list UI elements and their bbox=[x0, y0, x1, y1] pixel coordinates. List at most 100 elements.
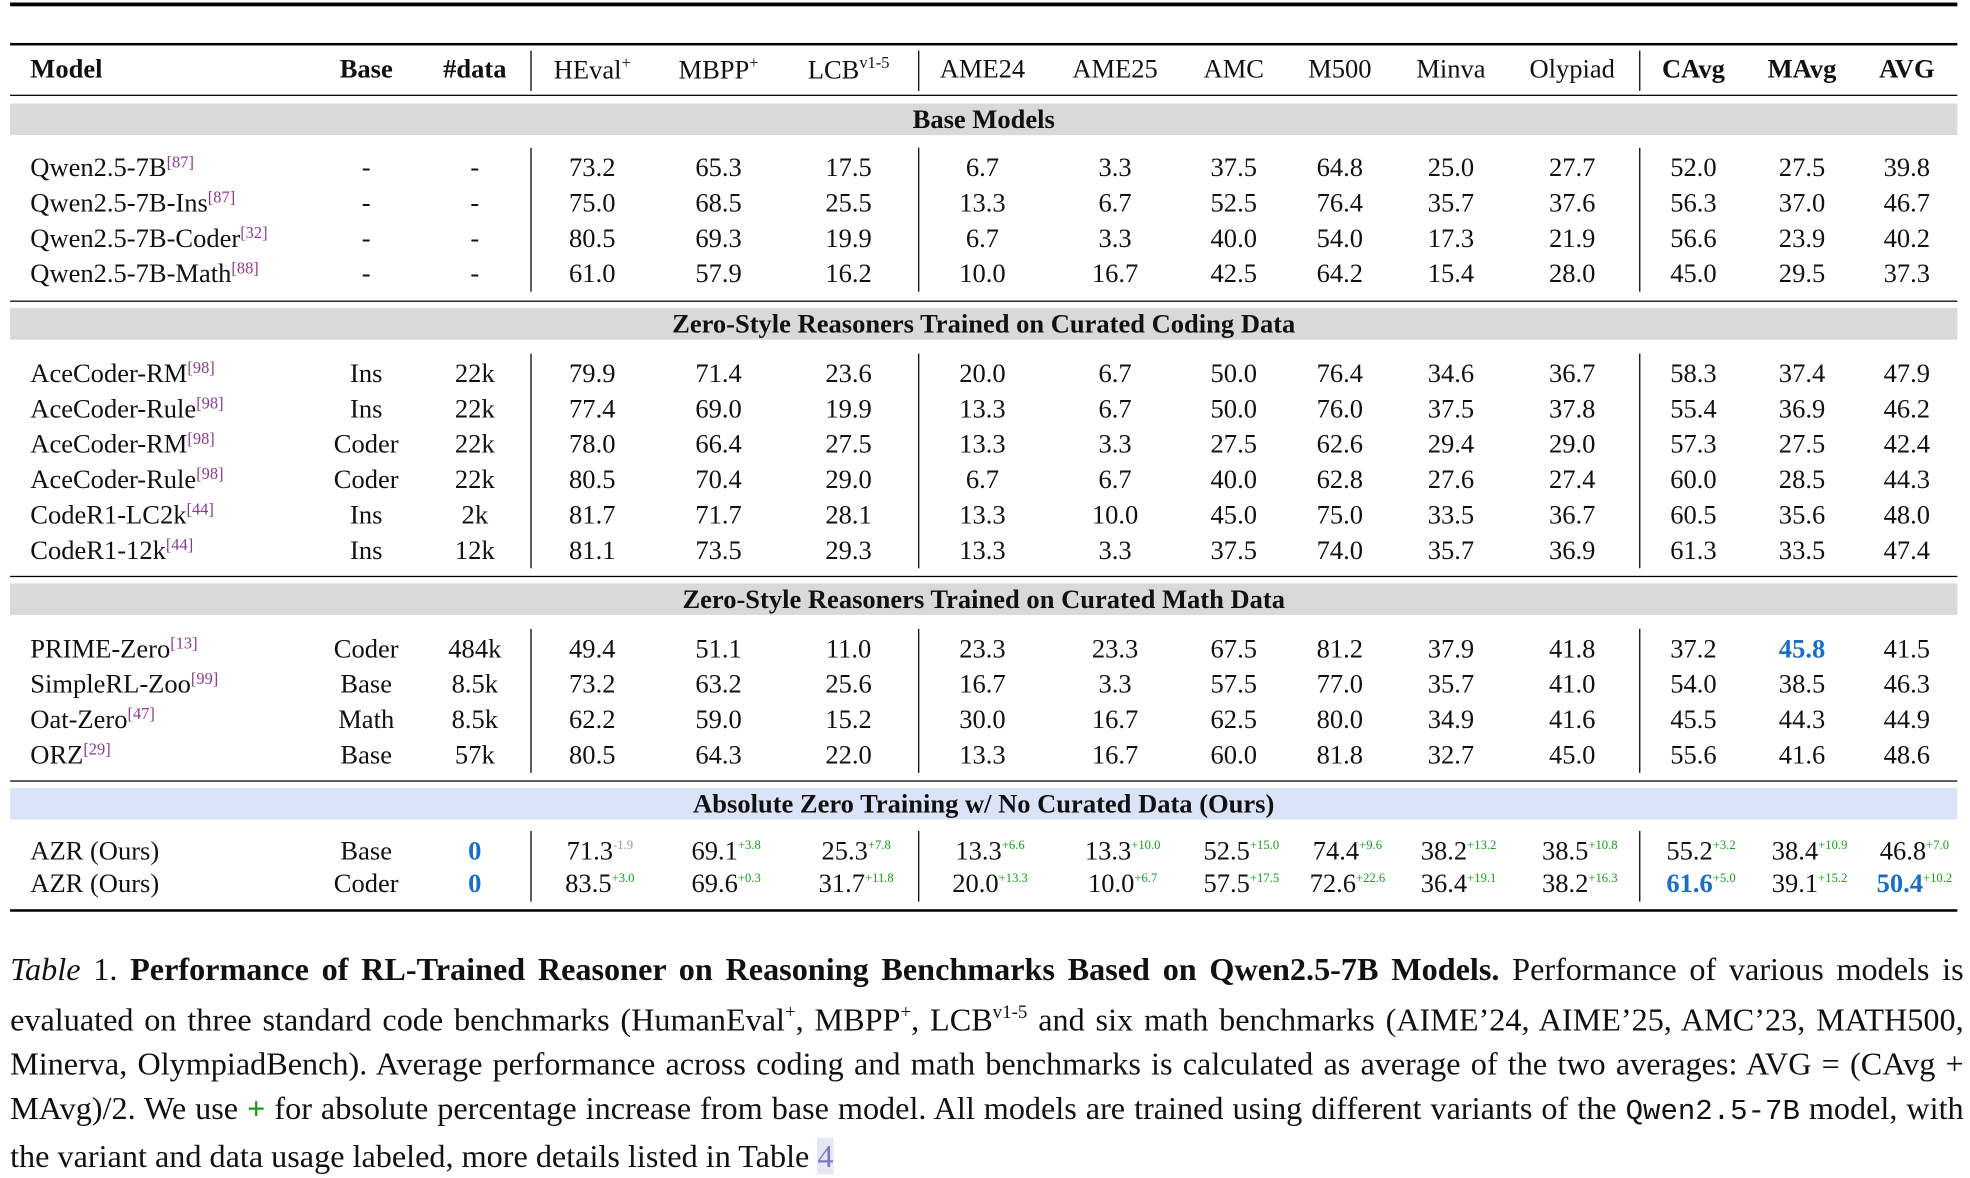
value-cell: 31.7+11.8 bbox=[819, 868, 894, 900]
value-cell: 46.8+7.0 bbox=[1880, 835, 1949, 867]
value: 25.5 bbox=[825, 187, 872, 218]
value: 11.0 bbox=[825, 633, 872, 664]
model-cell: AceCoder-RM[98] bbox=[30, 358, 214, 390]
value-cell: 83.5+3.0 bbox=[565, 868, 634, 900]
value-cell: 52.0 bbox=[1670, 152, 1716, 184]
header-cell: AME24 bbox=[940, 54, 1025, 86]
delta: +7.0 bbox=[1926, 839, 1950, 854]
value-cell: 36.7 bbox=[1549, 499, 1595, 531]
value-cell: 41.0 bbox=[1549, 669, 1595, 701]
value-cell: 19.9 bbox=[825, 393, 871, 425]
value: 16.7 bbox=[1091, 739, 1139, 770]
header-cell: Minva bbox=[1416, 54, 1485, 86]
value: 37.5 bbox=[1427, 393, 1475, 424]
model-cell: AceCoder-RM[98] bbox=[30, 429, 214, 461]
value-cell: 33.5 bbox=[1779, 535, 1825, 567]
value-cell: 54.0 bbox=[1317, 223, 1363, 255]
value-cell: 37.5 bbox=[1428, 393, 1474, 425]
value: 42.4 bbox=[1883, 428, 1931, 460]
value: 10.0 bbox=[1091, 499, 1139, 530]
value-cell: 17.5 bbox=[825, 152, 871, 184]
value-cell: 61.0 bbox=[569, 258, 615, 290]
value-cell: 66.4 bbox=[695, 429, 741, 461]
value-cell: 62.5 bbox=[1211, 704, 1257, 736]
model-cell: ORZ[29] bbox=[30, 739, 110, 771]
value-cell: 13.3 bbox=[959, 535, 1005, 567]
caption-sup: + bbox=[900, 1002, 912, 1023]
column-rule bbox=[530, 628, 533, 773]
value: 6.7 bbox=[965, 222, 1000, 254]
column-rule bbox=[1639, 830, 1641, 902]
value-cell: 50.4+10.2 bbox=[1877, 868, 1953, 900]
value: 57.3 bbox=[1670, 428, 1717, 460]
value-cell: 48.0 bbox=[1884, 499, 1930, 531]
value-cell: 56.6 bbox=[1670, 223, 1716, 255]
value: 45.5 bbox=[1670, 704, 1717, 735]
value-cell: 25.6 bbox=[825, 669, 871, 701]
value-cell: 46.3 bbox=[1884, 669, 1930, 701]
value-cell: 37.4 bbox=[1779, 358, 1825, 390]
value: 27.5 bbox=[1778, 428, 1826, 460]
value-cell: 23.3 bbox=[959, 633, 1005, 665]
value: 59.0 bbox=[695, 704, 742, 735]
value-cell: 11.0 bbox=[826, 633, 871, 665]
value-cell: 57.5 bbox=[1211, 669, 1257, 701]
section-title: Zero-Style Reasoners Trained on Curated … bbox=[682, 583, 1285, 614]
citation: [32] bbox=[240, 222, 268, 242]
value-cell: 23.9 bbox=[1779, 223, 1825, 255]
value: 6.7 bbox=[1098, 393, 1132, 424]
value: 80.0 bbox=[1316, 704, 1364, 735]
value-cell: 45.0 bbox=[1670, 258, 1716, 290]
delta: +10.9 bbox=[1818, 839, 1848, 854]
value: 51.1 bbox=[695, 633, 742, 664]
value-cell: 81.1 bbox=[569, 535, 615, 567]
header-cell: Base bbox=[340, 54, 393, 86]
value-cell: 13.3 bbox=[959, 739, 1005, 771]
value: 81.7 bbox=[569, 499, 616, 530]
header-cell: CAvg bbox=[1662, 54, 1725, 86]
value: 39.8 bbox=[1883, 152, 1931, 183]
value-cell: 80.5 bbox=[569, 223, 615, 255]
value-cell: 35.7 bbox=[1428, 669, 1474, 701]
value: 13.3 bbox=[959, 428, 1006, 460]
column-rule bbox=[1639, 628, 1641, 773]
model-cell: AZR (Ours) bbox=[30, 835, 159, 867]
caption-italic: Table bbox=[10, 950, 81, 988]
header-cell: AMC bbox=[1204, 54, 1264, 86]
value-cell: 37.3 bbox=[1884, 258, 1930, 290]
header-sup: + bbox=[621, 53, 631, 72]
value-cell: 34.9 bbox=[1428, 704, 1474, 736]
data-cell: 484k bbox=[448, 633, 502, 664]
value-cell: 15.4 bbox=[1428, 258, 1474, 290]
value: 50.0 bbox=[1210, 358, 1257, 389]
column-rule bbox=[918, 830, 920, 902]
value: 71.4 bbox=[695, 358, 742, 389]
value: 35.7 bbox=[1427, 187, 1475, 218]
value: 80.5 bbox=[569, 464, 616, 495]
value: 21.9 bbox=[1548, 222, 1596, 254]
base-cell: Ins bbox=[350, 393, 383, 424]
model-name: Qwen2.5-7B-Math bbox=[30, 258, 232, 289]
header-text: Base bbox=[339, 53, 393, 84]
base-cell: Coder bbox=[333, 464, 399, 495]
value: 48.6 bbox=[1883, 739, 1931, 770]
delta: +5.0 bbox=[1712, 871, 1736, 886]
value-cell: 74.4+9.6 bbox=[1313, 835, 1382, 867]
value-cell: 36.9 bbox=[1549, 535, 1595, 567]
column-rule bbox=[530, 830, 533, 902]
value: 48.0 bbox=[1883, 499, 1931, 530]
data-cell: 22k bbox=[454, 464, 495, 495]
value: 56.6 bbox=[1670, 222, 1717, 254]
value-cell: 58.3 bbox=[1670, 358, 1716, 390]
delta: +17.5 bbox=[1249, 871, 1280, 886]
value: 23.3 bbox=[1091, 633, 1139, 664]
base-cell: Math bbox=[338, 704, 395, 735]
delta: +3.2 bbox=[1712, 839, 1736, 854]
value-cell: 38.5 bbox=[1779, 669, 1825, 701]
value: 83.5 bbox=[565, 868, 612, 899]
value-cell: 27.5 bbox=[1211, 429, 1257, 461]
value-cell: 75.0 bbox=[569, 188, 615, 220]
model-cell: PRIME-Zero[13] bbox=[30, 633, 197, 665]
rule bbox=[10, 909, 1958, 912]
value: 40.0 bbox=[1210, 464, 1257, 495]
